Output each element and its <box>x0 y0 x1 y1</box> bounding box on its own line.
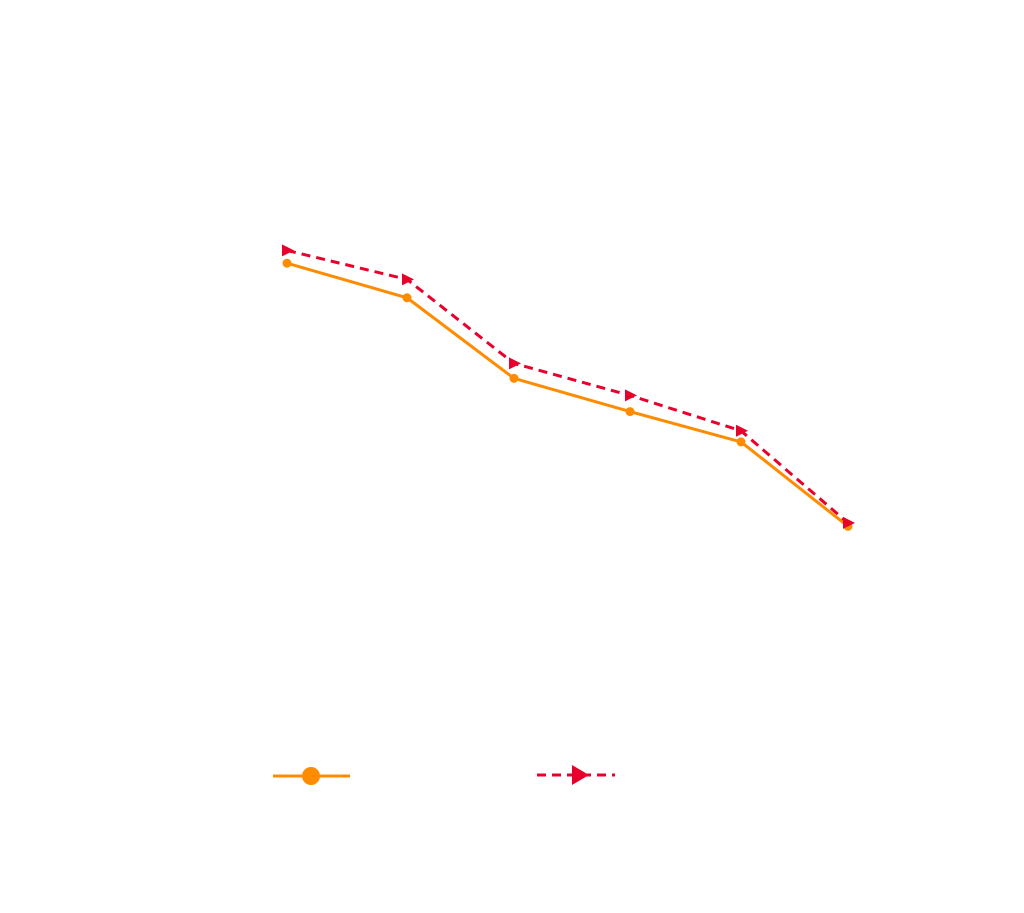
series-2-point-4 <box>625 389 637 402</box>
series-layer <box>282 244 855 531</box>
series-1-point-2 <box>402 293 412 303</box>
series-2-point-1 <box>282 244 294 257</box>
series-2 <box>282 244 855 529</box>
series-2-point-6 <box>843 516 855 529</box>
series-2-line <box>286 248 849 525</box>
series-1 <box>282 258 853 531</box>
series-1-point-5 <box>736 437 746 447</box>
legend-marker-series-1 <box>302 767 320 785</box>
series-2-point-2 <box>402 273 414 286</box>
series-1-point-3 <box>509 373 519 383</box>
legend-marker-series-2 <box>572 765 589 785</box>
legend-item-series-2 <box>537 765 615 785</box>
series-1-line <box>286 261 849 528</box>
legend-item-series-1 <box>273 767 350 785</box>
series-1-point-4 <box>625 407 635 417</box>
series-1-point-1 <box>282 258 292 268</box>
series-2-point-3 <box>509 357 521 370</box>
series-2-point-5 <box>736 424 748 437</box>
legend <box>273 765 615 785</box>
